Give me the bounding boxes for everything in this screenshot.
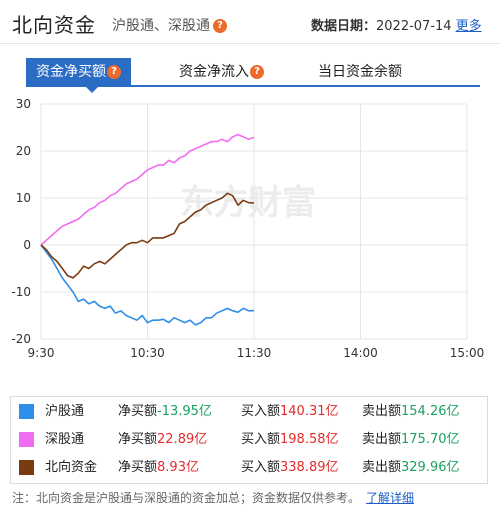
sell-cell: 卖出额175.70亿	[362, 426, 460, 454]
tab-daily-balance-label: 当日资金余额	[318, 64, 402, 80]
series-line-2	[40, 192, 255, 279]
footer-note: 注：北向资金是沪股通与深股通的资金加总；资金数据仅供参考。 了解详细	[12, 489, 414, 506]
sell-label: 卖出额	[362, 460, 402, 475]
y-tick-label: -20	[11, 332, 31, 346]
legend-row-north: 北向资金 净买额8.93亿 买入额338.89亿 卖出额329.96亿	[11, 454, 487, 482]
buy-label: 买入额	[241, 404, 281, 419]
net-buy-cell: 净买额8.93亿	[118, 454, 199, 482]
legend-row-sz: 深股通 净买额22.89亿 买入额198.58亿 卖出额175.70亿	[11, 426, 487, 454]
net-buy-value: 8.93亿	[157, 460, 199, 475]
question-mark-icon[interactable]: ?	[107, 65, 121, 79]
question-mark-icon[interactable]: ?	[213, 19, 227, 33]
tab-daily-balance[interactable]: 当日资金余额	[318, 58, 402, 86]
legend-swatch	[19, 460, 34, 475]
tab-bar: 资金净买额? 资金净流入? 当日资金余额	[26, 58, 486, 93]
series-line-1	[40, 133, 255, 246]
tab-net-inflow-label: 资金净流入	[179, 64, 249, 80]
tab-net-inflow[interactable]: 资金净流入?	[179, 58, 264, 86]
sell-cell: 卖出额329.96亿	[362, 454, 460, 482]
sell-value: 154.26亿	[401, 404, 460, 419]
y-tick-label: 10	[16, 191, 31, 205]
x-tick-label: 10:30	[130, 346, 165, 360]
x-axis-ticks: 9:30 10:30 11:30 14:00 15:00	[28, 346, 485, 360]
buy-cell: 买入额140.31亿	[241, 398, 339, 426]
page-title: 北向资金	[12, 13, 96, 37]
net-buy-label: 净买额	[118, 460, 158, 475]
buy-label: 买入额	[241, 432, 281, 447]
question-mark-icon[interactable]: ?	[250, 65, 264, 79]
y-tick-label: -10	[11, 285, 31, 299]
net-buy-label: 净买额	[118, 404, 158, 419]
tab-net-buy-label: 资金净买额	[36, 64, 106, 80]
header: 北向资金 沪股通、深股通? 数据日期：2022-07-14 更多	[0, 0, 500, 44]
y-axis-ticks: 30 20 10 0 -10 -20	[11, 97, 31, 346]
chart-series	[40, 133, 255, 326]
data-date: 数据日期：2022-07-14 更多	[311, 15, 482, 34]
chart-grid	[40, 103, 468, 340]
net-buy-value: -13.95亿	[157, 404, 212, 419]
x-tick-label: 9:30	[28, 346, 55, 360]
legend-swatch	[19, 404, 34, 419]
net-buy-cell: 净买额22.89亿	[118, 426, 207, 454]
learn-more-link[interactable]: 了解详细	[366, 491, 415, 505]
x-tick-label: 15:00	[450, 346, 485, 360]
series-line-0	[40, 244, 255, 326]
sell-cell: 卖出额154.26亿	[362, 398, 460, 426]
buy-value: 198.58亿	[280, 432, 339, 447]
tab-net-buy[interactable]: 资金净买额?	[26, 58, 131, 86]
net-buy-label: 净买额	[118, 432, 158, 447]
buy-cell: 买入额338.89亿	[241, 454, 339, 482]
legend-name: 北向资金	[45, 460, 98, 475]
more-link[interactable]: 更多	[455, 19, 482, 34]
buy-cell: 买入额198.58亿	[241, 426, 339, 454]
net-buy-cell: 净买额-13.95亿	[118, 398, 212, 426]
legend-table: 沪股通 净买额-13.95亿 买入额140.31亿 卖出额154.26亿 深股通…	[10, 396, 488, 484]
legend-swatch	[19, 432, 34, 447]
buy-label: 买入额	[241, 460, 281, 475]
x-tick-label: 14:00	[343, 346, 378, 360]
sell-value: 175.70亿	[401, 432, 460, 447]
sell-label: 卖出额	[362, 432, 402, 447]
legend-row-sh: 沪股通 净买额-13.95亿 买入额140.31亿 卖出额154.26亿	[11, 398, 487, 426]
sell-label: 卖出额	[362, 404, 402, 419]
buy-value: 140.31亿	[280, 404, 339, 419]
subtitle-text: 沪股通、深股通	[112, 18, 210, 34]
date-label: 数据日期：	[311, 19, 377, 34]
y-tick-label: 30	[16, 97, 31, 111]
y-tick-label: 20	[16, 144, 31, 158]
x-tick-label: 11:30	[237, 346, 272, 360]
legend-name: 沪股通	[45, 404, 85, 419]
legend-name: 深股通	[45, 432, 85, 447]
tab-underline	[26, 85, 480, 87]
sell-value: 329.96亿	[401, 460, 460, 475]
date-value: 2022-07-14	[376, 19, 452, 34]
page-subtitle: 沪股通、深股通?	[112, 15, 227, 35]
active-tab-arrow	[86, 87, 98, 93]
buy-value: 338.89亿	[280, 460, 339, 475]
y-tick-label: 0	[23, 238, 31, 252]
net-buy-value: 22.89亿	[157, 432, 208, 447]
footer-text: 注：北向资金是沪股通与深股通的资金加总；资金数据仅供参考。	[12, 491, 361, 505]
